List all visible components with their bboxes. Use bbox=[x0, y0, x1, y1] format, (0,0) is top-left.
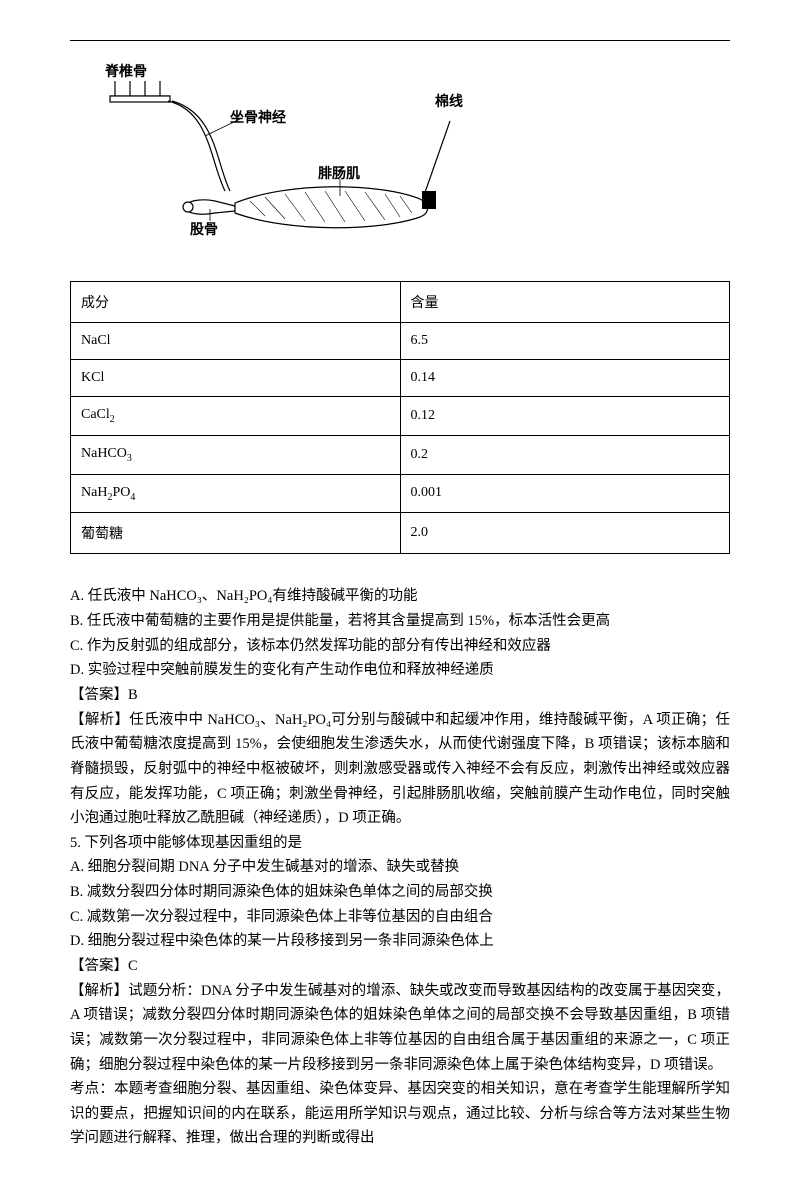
header-component: 成分 bbox=[71, 282, 401, 323]
table-row: NaH2PO4 0.001 bbox=[71, 474, 730, 513]
q5-note: 考点：本题考查细胞分裂、基因重组、染色体变异、基因突变的相关知识，意在考查学生能… bbox=[70, 1077, 730, 1151]
cell-name: KCl bbox=[71, 360, 401, 397]
table-row: CaCl2 0.12 bbox=[71, 397, 730, 436]
table-row: NaCl 6.5 bbox=[71, 323, 730, 360]
q5-explain: 【解析】试题分析：DNA 分子中发生碱基对的增添、缺失或改变而导致基因结构的改变… bbox=[70, 979, 730, 1078]
label-gastroc: 腓肠肌 bbox=[318, 163, 360, 183]
table-row: KCl 0.14 bbox=[71, 360, 730, 397]
q4-option-d: D. 实验过程中突触前膜发生的变化有产生动作电位和释放神经递质 bbox=[70, 658, 730, 683]
q4-option-a: A. 任氏液中 NaHCO₃、NaH₂PO₄有维持酸碱平衡的功能 bbox=[70, 584, 730, 609]
table-row: NaHCO3 0.2 bbox=[71, 435, 730, 474]
q5-option-c: C. 减数第一次分裂过程中，非同源染色体上非等位基因的自由组合 bbox=[70, 905, 730, 930]
label-cotton: 棉线 bbox=[435, 91, 463, 111]
cell-name: NaHCO3 bbox=[71, 435, 401, 474]
cell-name: 葡萄糖 bbox=[71, 513, 401, 554]
cell-value: 0.001 bbox=[400, 474, 730, 513]
label-sciatic: 坐骨神经 bbox=[230, 107, 286, 127]
cell-value: 0.12 bbox=[400, 397, 730, 436]
q5-answer: 【答案】C bbox=[70, 954, 730, 979]
q4-option-b: B. 任氏液中葡萄糖的主要作用是提供能量，若将其含量提高到 15%，标本活性会更… bbox=[70, 609, 730, 634]
q4-explain: 【解析】任氏液中中 NaHCO₃、NaH₂PO₄可分别与酸碱中和起缓冲作用，维持… bbox=[70, 708, 730, 831]
q5-option-b: B. 减数分裂四分体时期同源染色体的姐妹染色单体之间的局部交换 bbox=[70, 880, 730, 905]
table-header-row: 成分 含量 bbox=[71, 282, 730, 323]
q5-option-d: D. 细胞分裂过程中染色体的某一片段移接到另一条非同源染色体上 bbox=[70, 929, 730, 954]
q5-option-a: A. 细胞分裂间期 DNA 分子中发生碱基对的增添、缺失或替换 bbox=[70, 855, 730, 880]
cell-value: 0.2 bbox=[400, 435, 730, 474]
q5-stem: 5. 下列各项中能够体现基因重组的是 bbox=[70, 831, 730, 856]
cell-name: CaCl2 bbox=[71, 397, 401, 436]
cell-name: NaCl bbox=[71, 323, 401, 360]
label-femur: 股骨 bbox=[190, 219, 218, 239]
cell-value: 2.0 bbox=[400, 513, 730, 554]
cell-name: NaH2PO4 bbox=[71, 474, 401, 513]
q4-answer: 【答案】B bbox=[70, 683, 730, 708]
label-spine: 脊椎骨 bbox=[105, 61, 147, 81]
diagram-svg bbox=[90, 71, 490, 241]
cell-value: 0.14 bbox=[400, 360, 730, 397]
table-row: 葡萄糖 2.0 bbox=[71, 513, 730, 554]
header-amount: 含量 bbox=[400, 282, 730, 323]
composition-table: 成分 含量 NaCl 6.5 KCl 0.14 CaCl2 0.12 NaHCO… bbox=[70, 281, 730, 554]
q4-option-c: C. 作为反射弧的组成部分，该标本仍然发挥功能的部分有传出神经和效应器 bbox=[70, 634, 730, 659]
cell-value: 6.5 bbox=[400, 323, 730, 360]
frog-specimen-diagram: 脊椎骨 坐骨神经 棉线 股骨 腓肠肌 bbox=[90, 71, 490, 241]
